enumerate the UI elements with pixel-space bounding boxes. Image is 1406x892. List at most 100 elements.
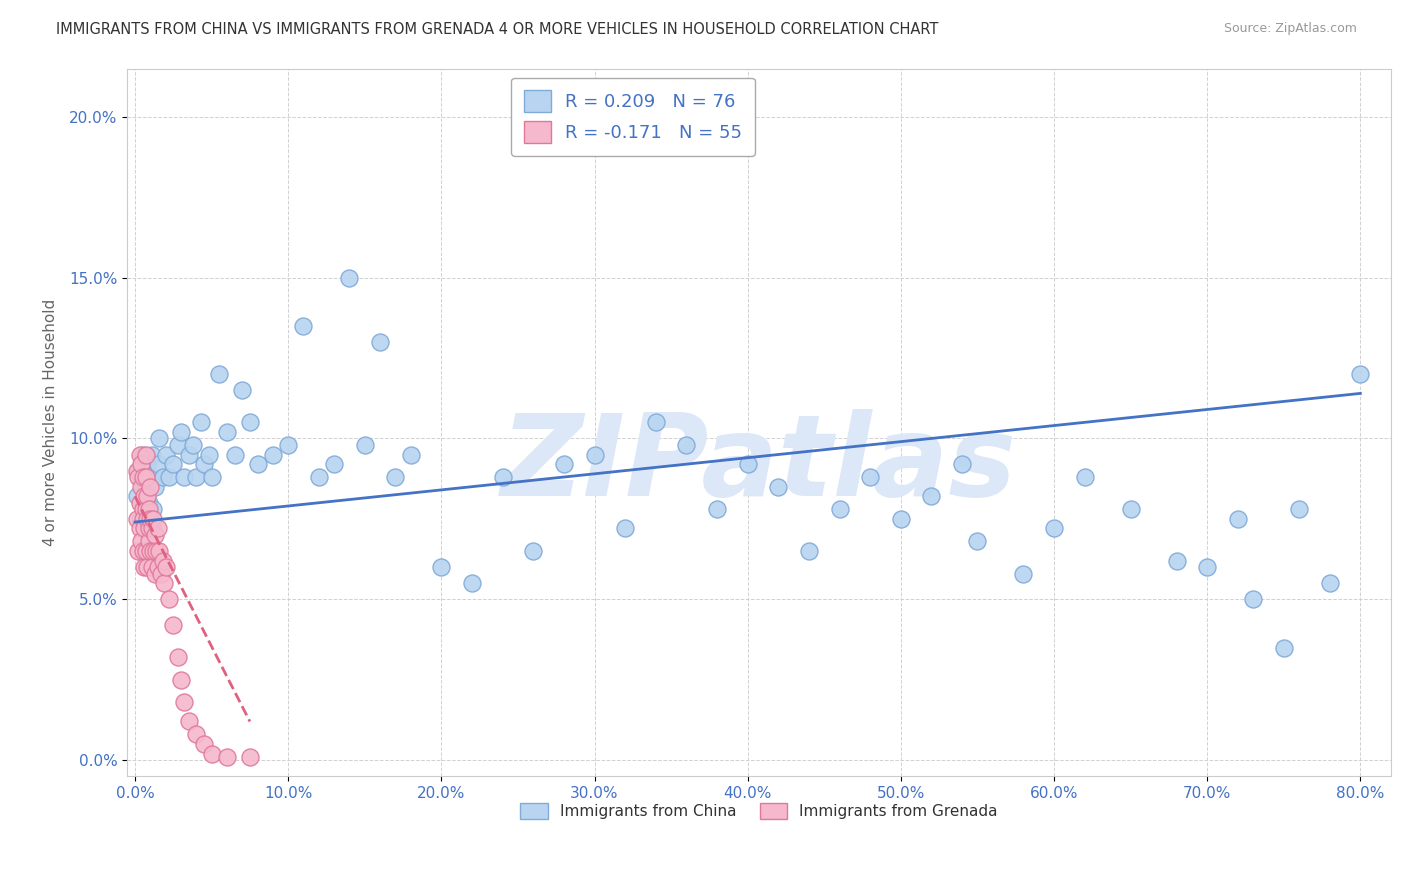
Point <box>148 432 170 446</box>
Point <box>190 415 212 429</box>
Point <box>135 448 157 462</box>
Point <box>797 544 820 558</box>
Point <box>138 521 160 535</box>
Point <box>1226 512 1249 526</box>
Point <box>152 554 174 568</box>
Point <box>1319 576 1341 591</box>
Point <box>208 367 231 381</box>
Point <box>193 737 215 751</box>
Point <box>239 750 262 764</box>
Point <box>323 457 346 471</box>
Point <box>138 496 160 510</box>
Point <box>170 673 193 687</box>
Point <box>292 318 315 333</box>
Point <box>155 448 177 462</box>
Point <box>162 457 184 471</box>
Point <box>146 457 169 471</box>
Point <box>706 502 728 516</box>
Point <box>125 512 148 526</box>
Point <box>125 464 148 478</box>
Point <box>131 448 153 462</box>
Point <box>859 470 882 484</box>
Point <box>134 502 156 516</box>
Point <box>921 489 943 503</box>
Point <box>131 470 153 484</box>
Text: IMMIGRANTS FROM CHINA VS IMMIGRANTS FROM GRENADA 4 OR MORE VEHICLES IN HOUSEHOLD: IMMIGRANTS FROM CHINA VS IMMIGRANTS FROM… <box>56 22 939 37</box>
Point <box>138 534 160 549</box>
Point <box>131 544 153 558</box>
Point <box>128 448 150 462</box>
Point <box>135 502 157 516</box>
Point <box>162 618 184 632</box>
Point <box>128 521 150 535</box>
Point <box>1043 521 1066 535</box>
Point <box>125 489 148 503</box>
Point <box>828 502 851 516</box>
Point <box>150 566 173 581</box>
Point <box>353 438 375 452</box>
Point <box>186 727 208 741</box>
Point <box>173 470 195 484</box>
Point <box>1241 592 1264 607</box>
Point <box>277 438 299 452</box>
Point <box>145 544 167 558</box>
Point <box>129 534 152 549</box>
Point <box>135 480 157 494</box>
Point <box>186 470 208 484</box>
Point <box>167 650 190 665</box>
Point <box>644 415 666 429</box>
Point <box>135 470 157 484</box>
Point <box>173 695 195 709</box>
Point <box>139 480 162 494</box>
Point <box>143 566 166 581</box>
Point <box>1288 502 1310 516</box>
Point <box>141 448 163 462</box>
Point <box>127 470 149 484</box>
Point <box>399 448 422 462</box>
Point <box>170 425 193 439</box>
Point <box>522 544 544 558</box>
Point <box>142 502 165 516</box>
Point <box>1012 566 1035 581</box>
Point <box>1197 560 1219 574</box>
Point <box>141 521 163 535</box>
Point <box>224 448 246 462</box>
Point <box>461 576 484 591</box>
Point <box>1272 640 1295 655</box>
Point <box>1073 470 1095 484</box>
Point <box>768 480 790 494</box>
Point <box>128 496 150 510</box>
Point <box>128 512 150 526</box>
Point <box>148 544 170 558</box>
Point <box>193 457 215 471</box>
Point <box>215 750 238 764</box>
Point <box>583 448 606 462</box>
Point <box>614 521 637 535</box>
Point <box>131 502 153 516</box>
Point <box>157 470 180 484</box>
Point <box>966 534 988 549</box>
Point <box>136 489 159 503</box>
Point <box>890 512 912 526</box>
Point <box>139 544 162 558</box>
Point <box>146 521 169 535</box>
Point <box>384 470 406 484</box>
Point <box>127 544 149 558</box>
Point <box>339 270 361 285</box>
Point <box>177 714 200 729</box>
Point <box>737 457 759 471</box>
Point <box>950 457 973 471</box>
Point <box>197 448 219 462</box>
Point <box>135 544 157 558</box>
Point <box>141 560 163 574</box>
Y-axis label: 4 or more Vehicles in Household: 4 or more Vehicles in Household <box>44 299 58 546</box>
Point <box>131 512 153 526</box>
Point <box>1119 502 1142 516</box>
Point <box>177 448 200 462</box>
Point <box>136 512 159 526</box>
Point <box>152 470 174 484</box>
Point <box>143 480 166 494</box>
Point <box>553 457 575 471</box>
Point <box>215 425 238 439</box>
Point <box>129 480 152 494</box>
